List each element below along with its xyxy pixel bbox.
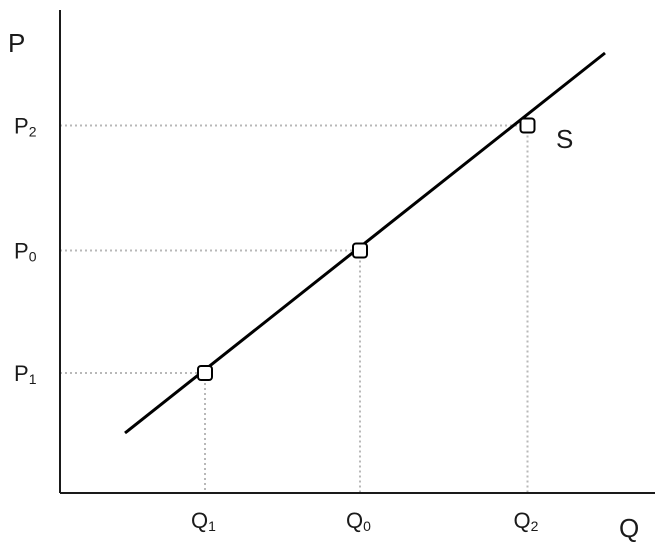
- y-tick-label-0: P1: [14, 361, 37, 387]
- x-tick-label-0: Q1: [191, 508, 216, 534]
- x-axis-title: Q: [619, 513, 639, 542]
- x-tick-label-2: Q2: [514, 508, 539, 534]
- equilibrium-points: [197, 117, 536, 381]
- y-axis-title: P: [8, 28, 25, 58]
- point-marker-2: [519, 117, 536, 134]
- point-marker-1: [352, 242, 368, 259]
- x-tick-label-1: Q0: [346, 508, 371, 534]
- guide-lines: [60, 124, 529, 493]
- tick-labels: P1 Q1 P0 Q0 P2 Q2: [14, 114, 539, 535]
- axes: [59, 10, 655, 494]
- point-marker-0: [197, 365, 213, 381]
- y-tick-label-2: P2: [14, 114, 37, 140]
- y-tick-label-1: P0: [14, 239, 37, 265]
- supply-curve-label: S: [556, 124, 573, 154]
